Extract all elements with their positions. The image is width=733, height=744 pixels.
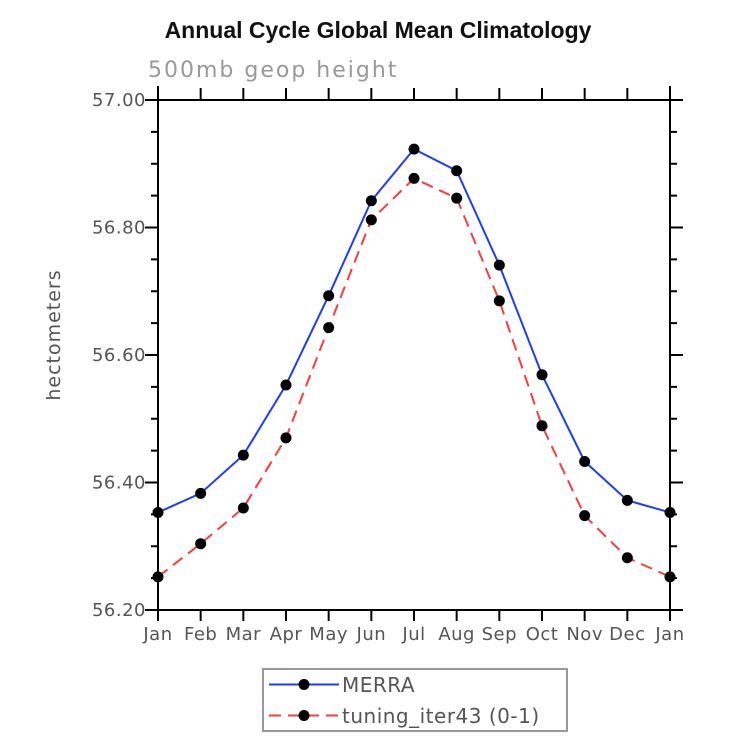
svg-text:Sep: Sep [482,624,517,645]
data-point [536,420,548,432]
svg-text:Apr: Apr [270,624,303,645]
data-point [365,214,377,226]
data-point [664,571,676,583]
legend-item-tuning-iter43: tuning_iter43 (0-1) [266,700,566,731]
data-point [237,502,249,514]
data-point [280,379,292,391]
svg-text:Nov: Nov [566,624,603,645]
legend-item-merra: MERRA [266,669,566,700]
legend-label-tuning-iter43: tuning_iter43 (0-1) [342,703,540,728]
data-point [579,510,591,522]
x-axis-ticks [157,88,671,621]
legend: MERRA tuning_iter43 (0-1) [262,668,568,732]
series-merra [152,143,676,518]
svg-text:Aug: Aug [438,624,475,645]
data-point [408,172,420,184]
data-point [536,369,548,381]
svg-text:56.20: 56.20 [92,600,146,621]
data-point [621,552,633,564]
svg-text:57.00: 57.00 [92,90,146,111]
svg-text:Oct: Oct [526,624,559,645]
data-point [280,432,292,444]
legend-label-merra: MERRA [342,672,416,697]
data-point [195,538,207,550]
legend-line-sample-solid [269,679,339,690]
chart-title: Annual Cycle Global Mean Climatology [164,17,592,43]
svg-text:56.80: 56.80 [92,218,146,239]
svg-text:56.60: 56.60 [92,345,146,366]
data-point [152,571,164,583]
svg-text:Feb: Feb [184,624,217,645]
data-point [579,455,591,467]
legend-marker-dot [298,679,310,690]
svg-text:Dec: Dec [609,624,645,645]
svg-text:Jan: Jan [654,624,684,645]
chart-subtitle: 500mb geop height [148,58,399,83]
data-point [365,195,377,207]
data-point [408,143,420,155]
data-point [493,259,505,271]
plot-frame [145,86,683,620]
legend-line-sample-dashed [269,710,339,721]
svg-text:May: May [309,624,348,645]
data-point [152,506,164,518]
svg-text:56.40: 56.40 [92,473,146,494]
data-point [237,449,249,461]
svg-text:Jan: Jan [142,624,172,645]
data-point [451,165,463,177]
data-point [451,192,463,204]
series-tuning-iter43-0-1- [152,172,676,583]
svg-text:Mar: Mar [226,624,262,645]
data-point [664,506,676,518]
data-point [323,290,335,302]
x-axis-tick-labels: Jan Feb Mar Apr May Jun Jul Aug Sep Oct Nov Dec Jan [142,624,684,645]
data-point [621,494,633,506]
data-point [195,487,207,499]
data-point [323,322,335,334]
svg-text:Jun: Jun [356,624,387,645]
data-point [493,295,505,307]
legend-marker-dot [298,710,310,721]
svg-text:Jul: Jul [401,624,425,645]
y-axis-tick-labels: 57.00 56.80 56.60 56.40 56.20 [92,90,146,621]
